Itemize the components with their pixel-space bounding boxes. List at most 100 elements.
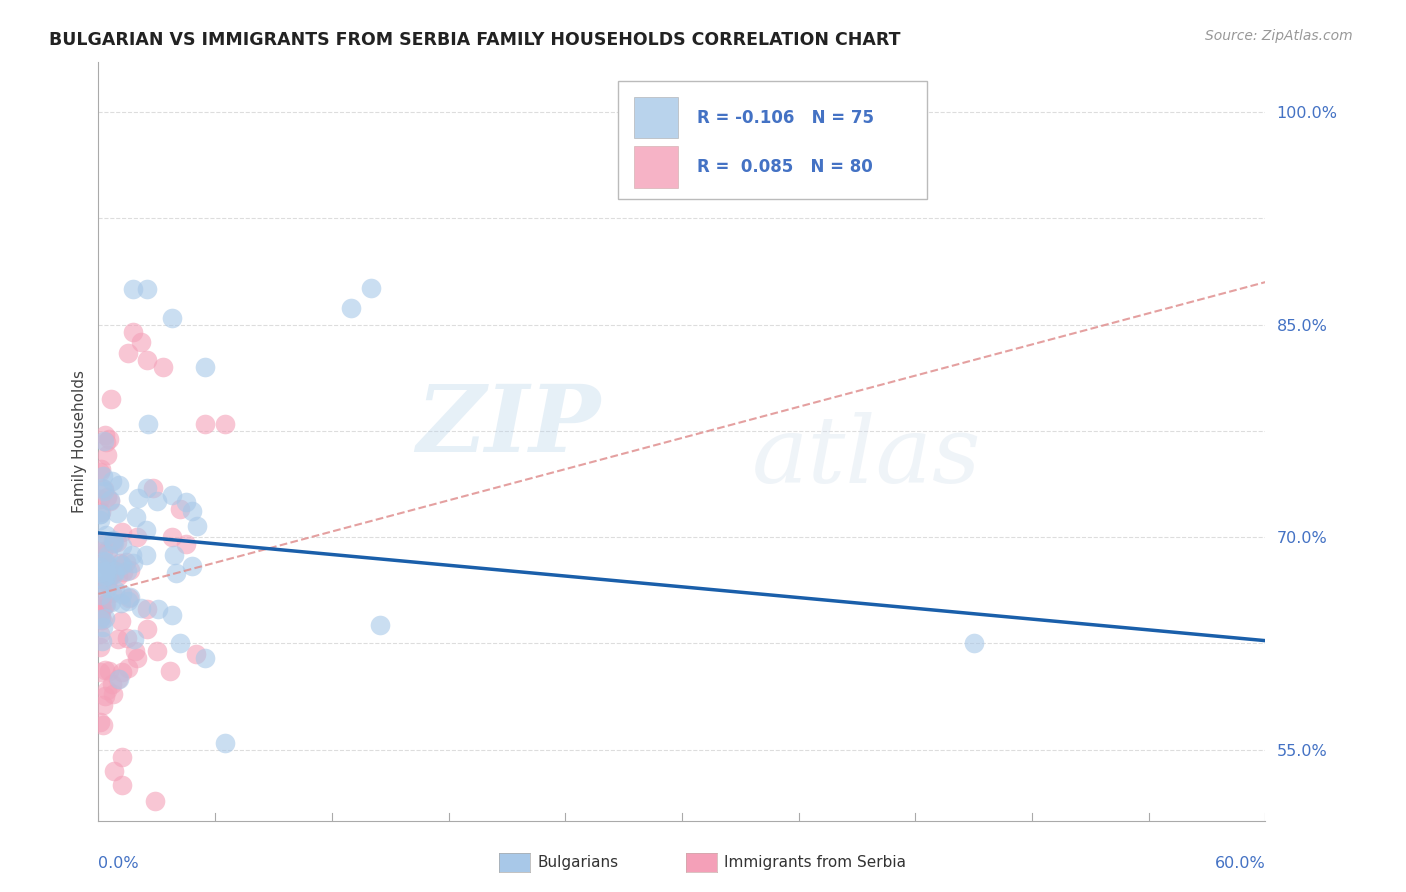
FancyBboxPatch shape: [617, 81, 927, 199]
Point: [111, 566, 134, 580]
Point: [370, 618, 392, 632]
Point: [91, 572, 114, 586]
Point: [101, 474, 124, 488]
Point: [89, 559, 111, 574]
Point: [94, 527, 117, 541]
Point: [152, 360, 174, 375]
Point: [89, 640, 111, 654]
Point: [142, 481, 165, 495]
Point: [146, 494, 169, 508]
Text: 60.0%: 60.0%: [1215, 856, 1265, 871]
Point: [96, 581, 118, 595]
Point: [94, 569, 117, 583]
Text: Source: ZipAtlas.com: Source: ZipAtlas.com: [1205, 29, 1353, 43]
Point: [104, 565, 127, 579]
Point: [90, 610, 112, 624]
Point: [136, 417, 159, 431]
Point: [107, 672, 129, 686]
Point: [110, 596, 132, 610]
Point: [169, 636, 191, 650]
Text: BULGARIAN VS IMMIGRANTS FROM SERBIA FAMILY HOUSEHOLDS CORRELATION CHART: BULGARIAN VS IMMIGRANTS FROM SERBIA FAMI…: [49, 31, 901, 49]
Point: [105, 535, 128, 549]
Point: [165, 566, 187, 580]
Point: [111, 778, 134, 792]
Point: [111, 665, 134, 679]
Point: [107, 569, 129, 583]
Point: [91, 544, 114, 558]
Point: [103, 566, 125, 581]
Text: 0.0%: 0.0%: [98, 856, 139, 871]
Point: [91, 633, 114, 648]
Point: [214, 417, 236, 431]
Point: [120, 563, 142, 577]
Point: [91, 613, 114, 627]
Point: [127, 650, 149, 665]
Point: [89, 626, 111, 640]
Point: [136, 353, 159, 368]
Point: [91, 619, 114, 633]
Point: [93, 434, 115, 449]
Text: Immigrants from Serbia: Immigrants from Serbia: [724, 855, 905, 870]
Point: [163, 549, 186, 563]
Point: [127, 491, 149, 506]
Point: [103, 536, 125, 550]
Text: Bulgarians: Bulgarians: [537, 855, 619, 870]
Point: [136, 623, 159, 637]
Text: ZIP: ZIP: [416, 382, 600, 471]
Point: [90, 462, 112, 476]
Point: [136, 481, 159, 495]
Point: [117, 660, 139, 674]
Point: [94, 598, 117, 612]
Point: [97, 549, 120, 563]
Point: [93, 664, 115, 678]
Point: [121, 549, 143, 563]
Point: [89, 491, 111, 506]
Point: [103, 764, 125, 778]
Point: [89, 465, 111, 479]
Point: [93, 556, 115, 570]
Point: [91, 481, 114, 495]
Point: [98, 494, 121, 508]
Point: [162, 530, 184, 544]
Point: [135, 548, 157, 562]
Point: [94, 690, 117, 704]
Point: [340, 301, 363, 315]
Point: [122, 632, 145, 646]
Point: [98, 664, 121, 678]
Point: [94, 434, 117, 449]
Point: [96, 682, 118, 697]
Point: [162, 310, 184, 325]
Point: [93, 483, 115, 498]
Point: [146, 643, 169, 657]
Point: [93, 554, 115, 568]
Point: [104, 582, 127, 597]
Point: [100, 567, 122, 582]
Point: [184, 647, 207, 661]
Point: [101, 566, 124, 580]
Point: [96, 448, 118, 462]
Point: [115, 631, 138, 645]
Point: [108, 558, 131, 573]
Point: [117, 346, 139, 360]
Point: [186, 519, 208, 533]
Point: [101, 677, 124, 691]
Point: [100, 392, 122, 407]
Point: [169, 501, 191, 516]
Point: [103, 536, 125, 550]
Point: [360, 281, 382, 295]
Point: [93, 428, 115, 442]
Point: [96, 568, 118, 582]
Point: [136, 602, 159, 616]
Point: [118, 591, 141, 605]
Point: [111, 587, 134, 601]
Point: [96, 597, 118, 611]
Point: [89, 612, 111, 626]
Point: [89, 665, 111, 679]
Point: [143, 794, 166, 808]
Point: [105, 506, 128, 520]
Point: [89, 507, 111, 521]
Point: [93, 483, 115, 497]
Point: [89, 538, 111, 552]
Point: [110, 614, 132, 628]
Point: [90, 565, 112, 579]
